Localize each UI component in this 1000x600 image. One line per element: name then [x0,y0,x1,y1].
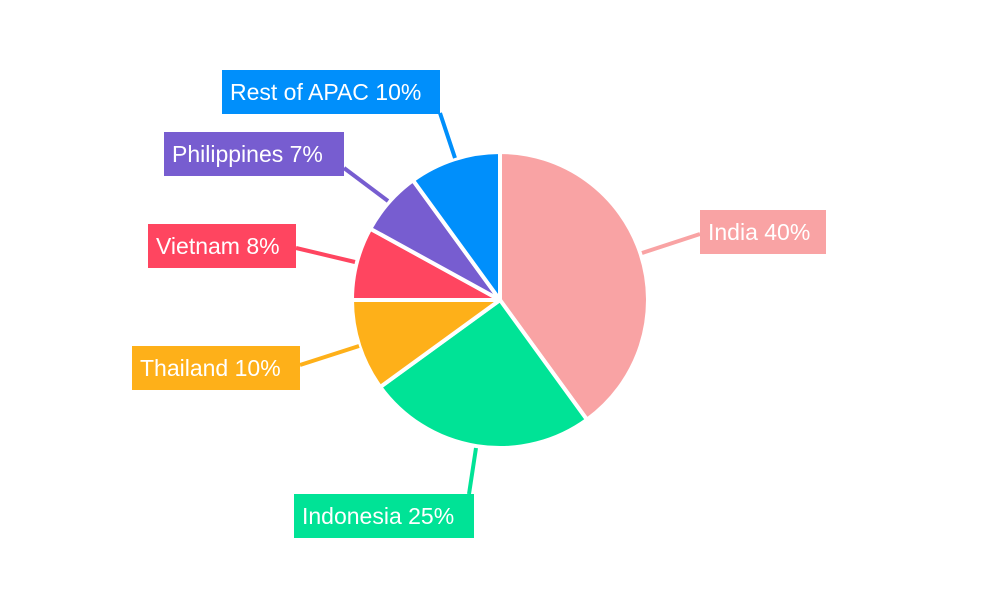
pie-slice-indonesia[interactable] [378,298,589,450]
leader-line [299,344,360,367]
leader-line [467,447,478,495]
label-india: India 40% [700,210,826,254]
leader-lines [295,112,701,495]
pie-slice-thailand[interactable] [350,298,502,389]
leader-line [438,112,457,159]
pie-slice-rest-of-apac[interactable] [411,150,502,302]
leader-line [641,232,701,255]
label-rest-of-apac: Rest of APAC 10% [222,70,440,114]
label-thailand: Thailand 10% [132,346,300,390]
label-philippines: Philippines 7% [164,132,344,176]
pie-slices [350,150,650,450]
label-vietnam: Vietnam 8% [148,224,296,268]
label-indonesia: Indonesia 25% [294,494,474,538]
pie-slice-india[interactable] [498,150,650,422]
leader-line [295,246,356,264]
leader-line [342,166,390,203]
